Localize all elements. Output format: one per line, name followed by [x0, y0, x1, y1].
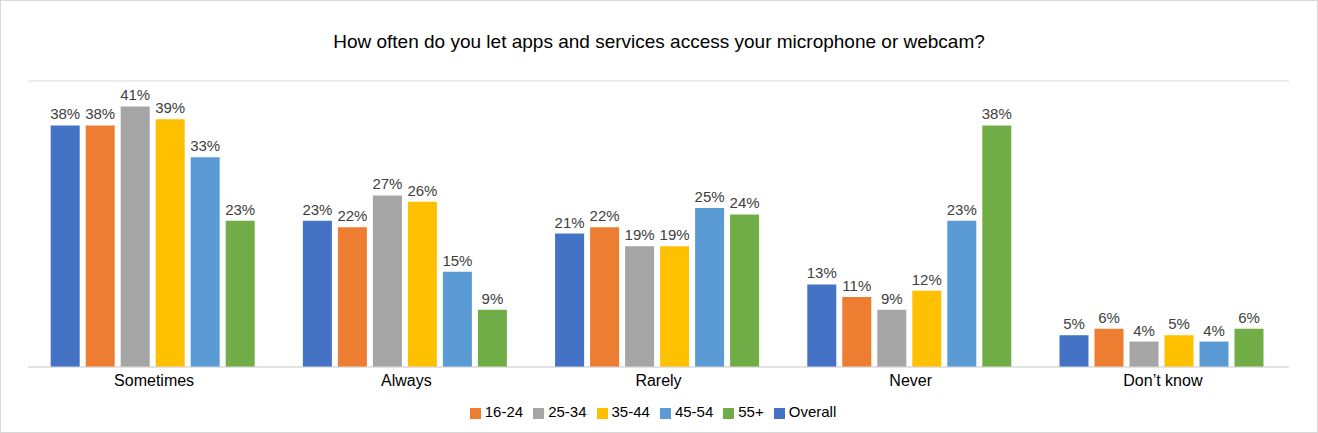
svg-text:23%: 23% [302, 201, 332, 218]
svg-text:22%: 22% [590, 207, 620, 224]
svg-text:24%: 24% [730, 194, 760, 211]
html-text:55+: 55+ [738, 403, 764, 420]
html-text:25-34: 25-34 [548, 403, 587, 420]
svg-text:13%: 13% [807, 264, 837, 281]
svg-text:4%: 4% [1133, 322, 1155, 339]
svg-text:19%: 19% [660, 226, 690, 243]
svg-text:23%: 23% [225, 201, 255, 218]
svg-text:5%: 5% [1063, 315, 1085, 332]
html-text:16-24: 16-24 [484, 403, 524, 420]
html-text:Overall: Overall [788, 403, 837, 420]
svg-text:6%: 6% [1098, 309, 1120, 326]
svg-text:12%: 12% [912, 271, 942, 288]
svg-text:21%: 21% [555, 214, 585, 231]
svg-text:38%: 38% [50, 105, 80, 122]
svg-text:9%: 9% [881, 290, 903, 307]
svg-text:39%: 39% [155, 99, 185, 116]
svg-text:38%: 38% [85, 105, 115, 122]
svg-text:27%: 27% [372, 175, 402, 192]
html-text:How often do you let apps and: How often do you let apps and services a… [333, 31, 985, 52]
svg-text:22%: 22% [337, 207, 367, 224]
svg-text:Don’t know: Don’t know [1123, 372, 1203, 389]
svg-text:4%: 4% [1203, 322, 1225, 339]
svg-text:Rarely: Rarely [635, 372, 681, 389]
svg-text:Sometimes: Sometimes [114, 372, 194, 389]
svg-text:6%: 6% [1238, 309, 1260, 326]
svg-text:23%: 23% [947, 201, 977, 218]
svg-text:9%: 9% [482, 290, 504, 307]
svg-text:Always: Always [381, 372, 432, 389]
html-text:35-44: 35-44 [611, 403, 650, 420]
svg-text:25%: 25% [695, 188, 725, 205]
svg-text:38%: 38% [982, 105, 1012, 122]
svg-text:11%: 11% [842, 277, 871, 294]
svg-text:Never: Never [889, 372, 932, 389]
html-text:45-54: 45-54 [674, 403, 714, 420]
svg-text:33%: 33% [190, 137, 220, 154]
svg-text:5%: 5% [1168, 315, 1190, 332]
svg-text:15%: 15% [442, 252, 472, 269]
svg-text:26%: 26% [407, 182, 437, 199]
svg-text:41%: 41% [120, 86, 150, 103]
svg-text:19%: 19% [625, 226, 655, 243]
